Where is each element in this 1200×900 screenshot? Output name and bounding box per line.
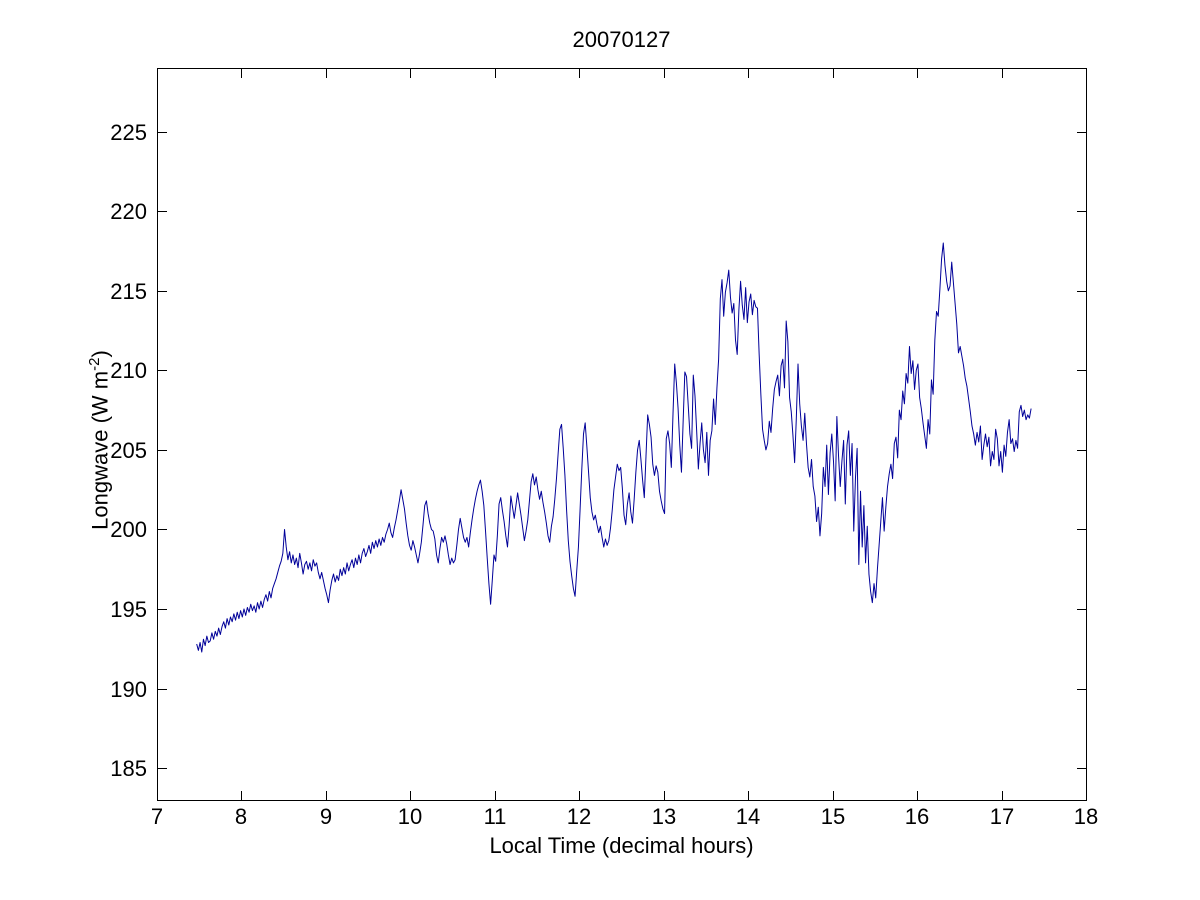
y-tick-label: 195: [110, 597, 147, 622]
x-tick-label: 9: [320, 804, 332, 829]
x-axis-label: Local Time (decimal hours): [489, 833, 754, 858]
x-tick-label: 8: [235, 804, 247, 829]
plot-box: [157, 68, 1087, 801]
y-tick-label: 185: [110, 756, 147, 781]
x-tick-label: 15: [821, 804, 845, 829]
x-tick-label: 11: [484, 804, 507, 829]
y-tick-label: 220: [110, 199, 147, 224]
y-tick-label: 225: [110, 120, 147, 145]
x-tick-label: 12: [567, 804, 591, 829]
x-tick-label: 14: [736, 804, 760, 829]
x-tick-label: 10: [398, 804, 422, 829]
chart-title: 20070127: [572, 27, 671, 52]
x-tick-label: 17: [990, 804, 1014, 829]
y-tick-label: 190: [110, 677, 147, 702]
data-line: [196, 242, 1032, 653]
y-axis-label: Longwave (W m-2): [81, 240, 113, 640]
y-tick-label: 205: [110, 438, 147, 463]
y-axis-label-close: ): [87, 350, 113, 358]
x-tick-label: 13: [652, 804, 676, 829]
y-axis-label-text: Longwave (W m: [87, 370, 113, 530]
x-tick-label: 16: [905, 804, 929, 829]
y-tick-label: 215: [110, 279, 147, 304]
x-tick-label: 7: [151, 804, 163, 829]
y-axis-label-superscript: -2: [86, 357, 103, 371]
y-tick-label: 200: [110, 517, 147, 542]
x-tick-label: 18: [1074, 804, 1098, 829]
y-tick-label: 210: [110, 358, 147, 383]
